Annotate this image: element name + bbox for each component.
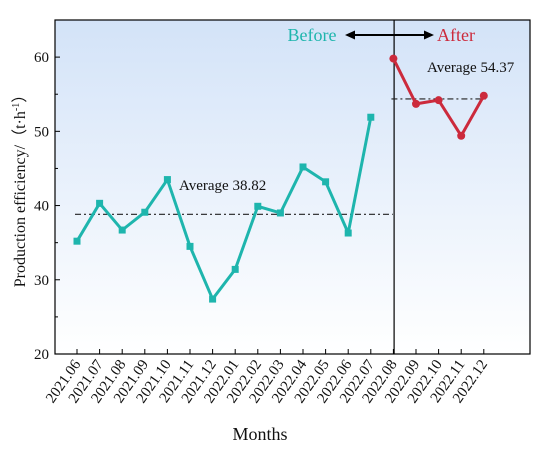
data-point: [254, 202, 262, 210]
legend-before-label: Before: [288, 25, 337, 45]
data-point: [457, 131, 466, 140]
double-arrow-icon: [345, 30, 434, 40]
data-point: [412, 99, 420, 108]
y-axis-title: Production efficiency/（t·h-1）: [11, 87, 29, 287]
y-tick-label: 20: [34, 347, 49, 363]
data-point: [231, 265, 239, 273]
data-point: [322, 178, 330, 186]
data-point: [344, 229, 352, 237]
y-tick-label: 50: [34, 124, 49, 140]
x-axis-title: Months: [232, 424, 287, 444]
legend-after-label: After: [437, 25, 475, 45]
series-line: [75, 116, 373, 301]
average-after-label: Average 54.37: [427, 60, 515, 76]
y-tick-label: 60: [34, 50, 49, 66]
y-tick-label: 40: [34, 199, 49, 215]
data-point: [209, 295, 217, 303]
y-tick-label: 30: [34, 273, 49, 289]
data-point: [141, 208, 149, 216]
data-point: [389, 54, 398, 63]
series-markers: [73, 54, 488, 303]
data-point: [118, 226, 126, 234]
data-point: [367, 113, 375, 121]
data-point: [186, 242, 194, 250]
plot-frame: [54, 19, 531, 355]
y-axis-title-suffix: ）: [11, 87, 29, 103]
y-axis-title-main: Production efficiency/（t·h: [11, 111, 29, 287]
y-axis: 20 30 40 50 60: [34, 50, 60, 363]
x-axis: 2021.062021.072021.082021.092021.102021.…: [43, 349, 491, 406]
average-before-label: Average 38.82: [179, 178, 266, 194]
y-axis-title-sup: -1: [11, 103, 22, 111]
data-point: [163, 176, 171, 184]
data-point: [434, 96, 443, 105]
data-point: [276, 209, 284, 217]
data-point: [73, 237, 81, 245]
data-point: [479, 91, 488, 100]
data-point: [96, 199, 104, 207]
data-point: [299, 163, 307, 171]
